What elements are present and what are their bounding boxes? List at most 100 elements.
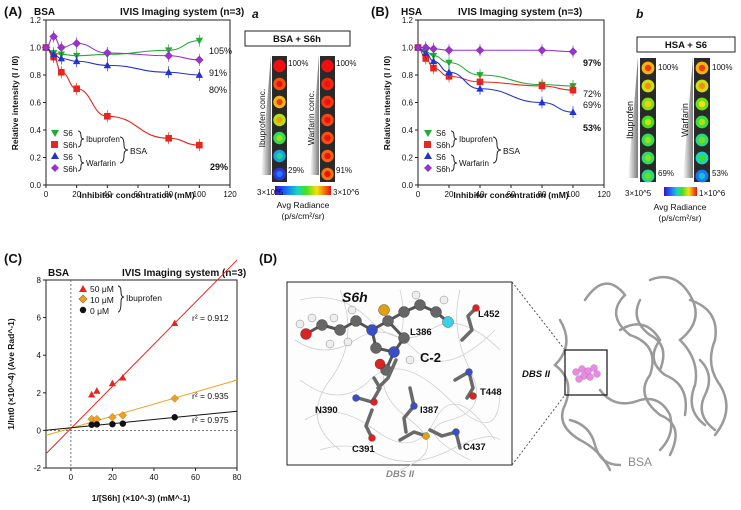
well-core <box>276 80 283 88</box>
legend-marker-0 <box>79 306 87 314</box>
well-core <box>276 62 283 70</box>
data-point <box>49 50 58 58</box>
x-tick-label: 80 <box>164 190 173 199</box>
colorbar-min: 3×10^5 <box>257 188 284 197</box>
fit-line <box>45 259 238 455</box>
panel-b-pct-72: 72% <box>583 89 601 99</box>
data-point <box>58 68 65 76</box>
panel-a-protein: BSA <box>34 7 55 18</box>
binding-site-box <box>564 349 608 396</box>
y-tick-label: 1.2 <box>30 16 42 25</box>
well-core <box>698 154 706 162</box>
legend-label: S6 <box>63 153 73 162</box>
legend-label: S6h <box>436 141 450 150</box>
data-point <box>104 112 111 120</box>
data-point <box>103 61 112 69</box>
data-point <box>430 64 437 72</box>
r2-10: r² = 0.935 <box>192 391 229 401</box>
legend-group: Ibuprofen <box>126 293 162 303</box>
r2-50: r² = 0.912 <box>192 313 229 323</box>
legend-brace <box>450 154 458 172</box>
well-core <box>324 170 331 178</box>
data-point <box>118 411 128 420</box>
well-core <box>644 100 652 108</box>
x-tick-label: 100 <box>193 190 207 199</box>
well-core <box>324 80 331 88</box>
panel-a-ylabel: Relative intensity (I / I0) <box>10 56 20 151</box>
panel-a-system: IVIS Imaging system (n=3) <box>120 7 244 18</box>
legend-marker-s6h-ibu <box>51 141 58 148</box>
lane2-top-pct: 100% <box>712 63 732 72</box>
lane1-label: Ibuprofen <box>625 101 635 139</box>
y-tick-label: 0.4 <box>402 126 414 135</box>
legend-brace <box>77 130 85 148</box>
data-point <box>445 59 453 67</box>
legend-marker-s6-ibu <box>424 130 432 137</box>
legend-label: S6 <box>436 129 446 138</box>
lane1-top-pct: 100% <box>288 59 308 68</box>
legend-brace <box>117 285 125 313</box>
residue-label-l386: L386 <box>410 327 432 338</box>
x-tick-label: 40 <box>103 190 112 199</box>
panel-c-legend: 50 μM 10 μM 0 μM Ibuprofen <box>78 284 162 316</box>
data-point <box>164 51 174 61</box>
panel-b-letter: (B) <box>371 4 389 19</box>
y-tick-label: 0 <box>37 426 42 435</box>
y-tick-label: 6 <box>37 314 42 323</box>
data-point <box>102 48 112 58</box>
data-point <box>194 55 204 65</box>
data-point <box>196 141 203 149</box>
r2-0: r² = 0.975 <box>192 415 229 425</box>
x-tick-label: 20 <box>108 473 117 482</box>
panel-b-ylabel: Relative intensity (I / I0) <box>382 56 392 151</box>
colorbar <box>275 186 331 195</box>
lane2-bottom-pct: 53% <box>712 169 728 178</box>
ligand-pink-spheres <box>572 364 601 383</box>
dbs-label-bottom: DBS II <box>386 469 414 480</box>
data-point <box>569 108 577 116</box>
x-tick-label: 100 <box>566 190 580 199</box>
x-tick-label: 60 <box>191 473 200 482</box>
data-point <box>421 43 431 52</box>
data-point <box>88 421 95 428</box>
panel-b-protein: HSA <box>401 7 422 18</box>
data-point <box>476 84 484 92</box>
panel-c-chart: 0 20 40 60 80 -2 0 2 4 6 8 <box>34 259 242 482</box>
colorbar-max: 1×10^6 <box>699 189 726 198</box>
x-tick-label: 60 <box>134 190 143 199</box>
concentration-wedge <box>261 55 271 175</box>
concentration-wedge <box>683 57 693 178</box>
data-point <box>109 420 116 428</box>
well-core <box>644 64 652 72</box>
legend-marker-s6h-war <box>51 164 59 172</box>
panel-c-protein: BSA <box>48 268 69 279</box>
colorbar-max: 3×10^6 <box>333 188 360 197</box>
data-point <box>569 86 577 94</box>
ligand-label: S6h <box>342 289 368 305</box>
panel-a-legend: S6 S6h S6 S6h Ibuprofen Warfarin BSA <box>51 129 147 174</box>
data-point <box>413 43 423 52</box>
residue-label-t448: T448 <box>480 387 502 398</box>
legend-label: 10 μM <box>90 295 114 305</box>
y-tick-label: 4 <box>37 351 42 360</box>
x-tick-label: 20 <box>72 190 81 199</box>
data-point <box>538 82 546 90</box>
y-tick-label: 8 <box>37 276 42 285</box>
concentration-wedge <box>310 55 319 175</box>
legend-group: Ibuprofen <box>86 135 120 144</box>
data-point <box>56 43 66 52</box>
panel-a-chart: 0 20 40 60 80 100 120 0.0 0.2 0.4 0.6 0.8 1.0 1.2 <box>30 16 237 199</box>
well-core <box>644 118 652 126</box>
panel-b-system: IVIS Imaging system (n=3) <box>458 7 582 18</box>
y-tick-label: 0.6 <box>402 99 414 108</box>
series-line <box>45 35 200 61</box>
panel-a-pct-80: 80% <box>209 85 227 95</box>
data-point <box>164 68 173 76</box>
legend-label: 0 μM <box>90 306 109 316</box>
panel-b-image-title-box <box>636 36 736 53</box>
well-core <box>324 62 331 70</box>
well-core <box>276 116 283 124</box>
legend-protein: BSA <box>130 146 147 156</box>
panel-b: (B) HSA IVIS Imaging system (n=3) 0 20 40 6… <box>371 4 611 200</box>
x-tick-label: 40 <box>476 190 485 199</box>
